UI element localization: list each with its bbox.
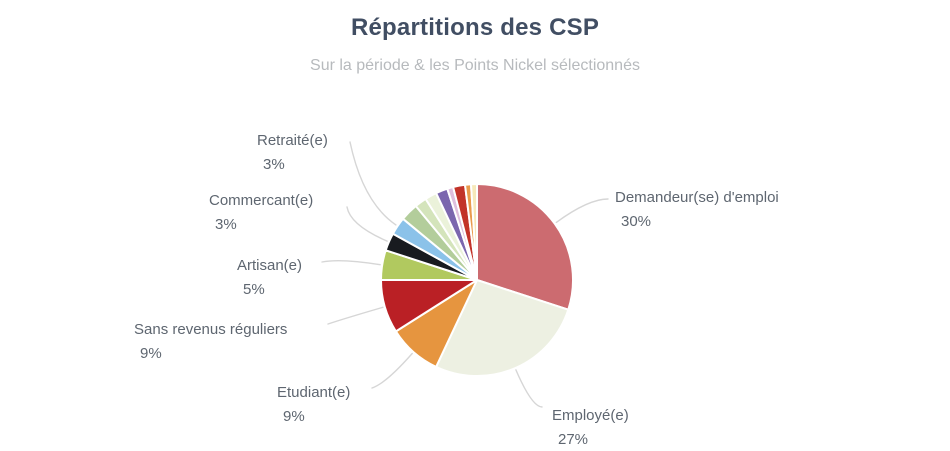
slice-percent-text: 30% — [621, 213, 652, 230]
slice-percent-text: 3% — [263, 156, 285, 173]
slice-label-sans-revenus: Sans revenus réguliers 9% — [134, 318, 287, 366]
slice-label-text: Demandeur(se) d'emploi — [615, 189, 779, 206]
slice-label-commercant: Commercant(e) 3% — [209, 189, 313, 237]
connector-line-retraite — [349, 141, 397, 226]
slice-label-text: Retraité(e) — [257, 132, 328, 149]
slice-percent-text: 3% — [215, 216, 237, 233]
slice-label-retraite: Retraité(e) 3% — [257, 129, 328, 177]
slice-label-text: Commercant(e) — [209, 192, 314, 209]
connector-line-commercant — [346, 206, 388, 242]
slice-percent-text: 27% — [558, 431, 589, 448]
chart-title: Répartitions des CSP — [350, 14, 600, 41]
connector-line-employe — [515, 369, 543, 408]
connector-line-artisan — [321, 259, 381, 266]
slice-label-etudiant: Etudiant(e) 9% — [277, 381, 350, 429]
slice-label-text: Sans revenus réguliers — [134, 321, 288, 338]
slice-label-demandeur: Demandeur(se) d'emploi 30% — [615, 186, 779, 234]
chart-subtitle: Sur la période & les Points Nickel sélec… — [310, 57, 640, 74]
slice-label-employe: Employé(e) 27% — [552, 404, 629, 451]
connector-line-etudiant — [371, 352, 413, 389]
connector-line-demandeur — [555, 198, 609, 224]
slice-label-text: Etudiant(e) — [277, 384, 351, 401]
pie-slice-demandeur[interactable] — [476, 183, 575, 311]
connector-line-sans-revenus — [327, 306, 384, 325]
pie-slice-employe[interactable] — [435, 279, 570, 378]
slice-label-text: Artisan(e) — [237, 257, 303, 274]
slice-percent-text: 5% — [243, 281, 265, 298]
pie-slice-other-8[interactable] — [470, 183, 478, 281]
slice-label-text: Employé(e) — [552, 407, 629, 424]
slice-label-artisan: Artisan(e) 5% — [237, 254, 302, 302]
slice-percent-text: 9% — [283, 408, 305, 425]
slice-percent-text: 9% — [140, 345, 162, 362]
